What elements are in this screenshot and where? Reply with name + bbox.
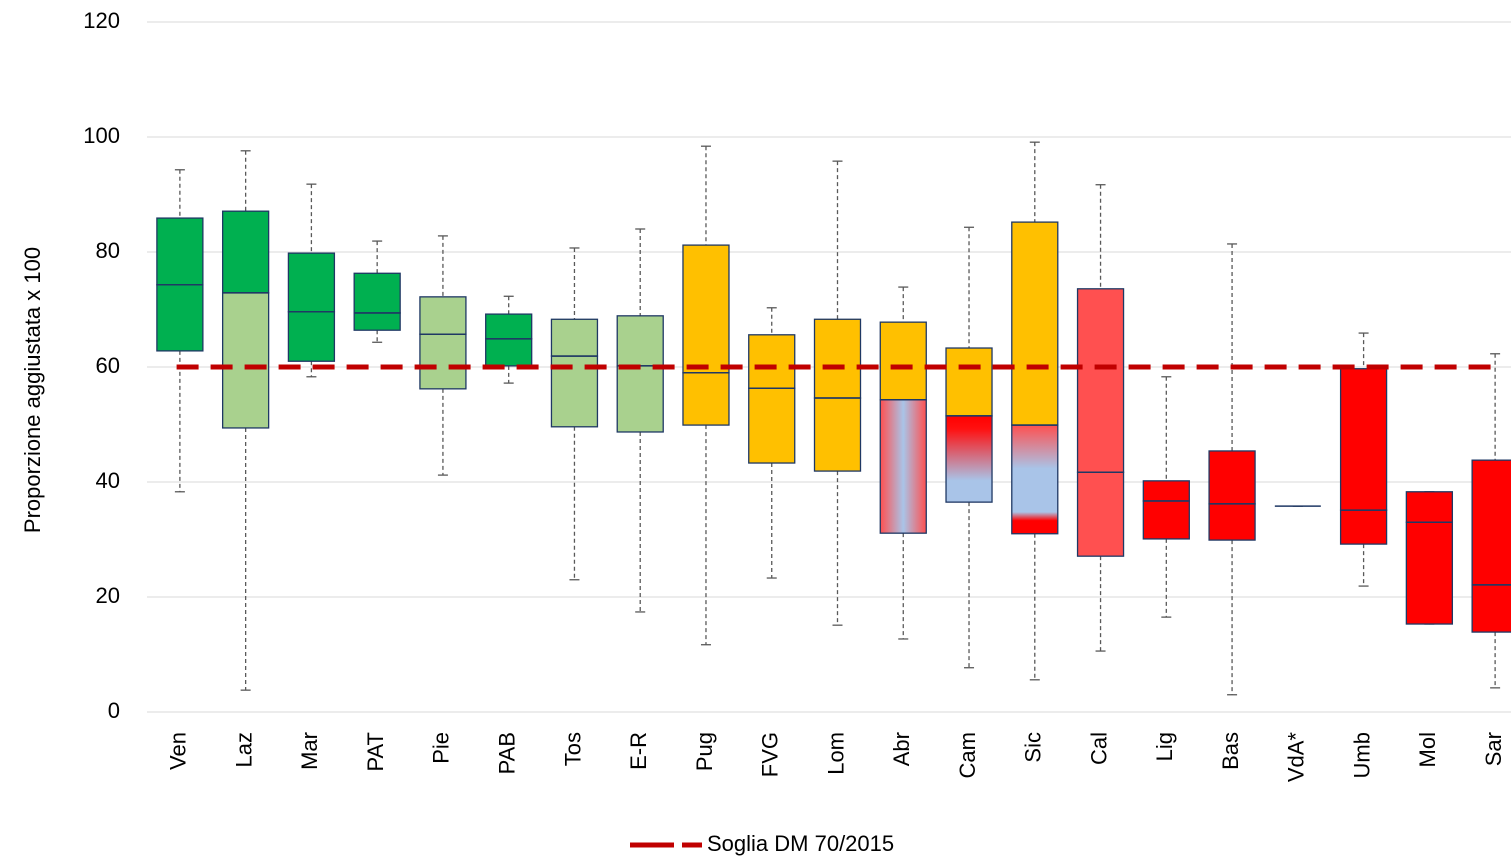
- y-axis-label: Proporzione aggiustata x 100: [20, 247, 45, 533]
- x-tick-label: Bas: [1218, 732, 1243, 770]
- x-tick-label: E-R: [626, 732, 651, 770]
- box-upper: [1076, 288, 1125, 473]
- box-lower: [287, 311, 336, 362]
- box-lower: [616, 365, 664, 433]
- box-lower: [485, 338, 533, 367]
- box-upper: [550, 318, 599, 357]
- box-upper: [287, 252, 336, 313]
- x-tick-label: Ven: [166, 732, 191, 770]
- box-lower: [1076, 471, 1125, 557]
- box-lower: [879, 399, 927, 534]
- box-lower: [945, 415, 993, 503]
- x-tick-label: FVG: [758, 732, 783, 777]
- box-upper: [353, 272, 401, 314]
- box-lower: [1011, 424, 1059, 535]
- y-tick-label: 80: [96, 238, 120, 263]
- y-tick-label: 0: [108, 698, 120, 723]
- box-upper: [682, 244, 730, 374]
- x-tick-label: Pug: [692, 732, 717, 771]
- box-upper: [1405, 491, 1454, 523]
- box-lower: [813, 397, 862, 472]
- box-upper: [813, 318, 862, 399]
- box-upper: [1471, 459, 1511, 586]
- box-upper: [1011, 221, 1059, 426]
- box-upper: [945, 347, 993, 417]
- box-lower: [1208, 503, 1256, 541]
- y-tick-label: 20: [96, 583, 120, 608]
- x-tick-label: Laz: [231, 732, 256, 767]
- x-tick-label: Sic: [1021, 732, 1046, 763]
- box-upper: [156, 217, 204, 286]
- x-tick-label: Lig: [1152, 732, 1177, 761]
- y-tick-label: 120: [83, 8, 120, 33]
- box-lower: [1142, 500, 1190, 540]
- x-tick-label: PAT: [363, 732, 388, 772]
- box-lower: [748, 387, 796, 464]
- box-upper: [1339, 368, 1388, 511]
- box-upper: [419, 296, 467, 335]
- box-lower: [419, 333, 467, 390]
- x-tick-label: Lom: [823, 732, 848, 775]
- box-upper: [616, 315, 664, 367]
- x-tick-label: Cam: [955, 732, 980, 778]
- box-upper: [879, 321, 927, 401]
- box-lower: [1471, 584, 1511, 633]
- box-upper: [485, 313, 533, 340]
- x-tick-label: VdA*: [1284, 732, 1309, 783]
- x-tick-label: Umb: [1349, 732, 1374, 778]
- y-tick-label: 100: [83, 123, 120, 148]
- box-upper: [1208, 450, 1256, 505]
- box-lower: [221, 292, 270, 429]
- box-lower: [682, 372, 730, 426]
- y-tick-label: 60: [96, 353, 120, 378]
- box-upper: [748, 334, 796, 389]
- box-lower: [353, 312, 401, 331]
- y-tick-label: 40: [96, 468, 120, 493]
- x-tick-label: Mar: [297, 732, 322, 770]
- x-tick-label: Tos: [560, 732, 585, 766]
- x-tick-label: Sar: [1481, 732, 1506, 766]
- box-lower: [156, 284, 204, 352]
- box-lower: [1339, 509, 1388, 545]
- box-upper: [1142, 480, 1190, 502]
- box-lower: [1405, 521, 1454, 625]
- x-tick-label: Abr: [889, 732, 914, 766]
- x-tick-label: PAB: [495, 732, 520, 774]
- x-tick-label: Cal: [1086, 732, 1111, 765]
- legend-label: Soglia DM 70/2015: [707, 831, 894, 856]
- x-tick-label: Pie: [429, 732, 454, 764]
- x-tick-label: Mol: [1415, 732, 1440, 767]
- box-upper: [221, 210, 270, 294]
